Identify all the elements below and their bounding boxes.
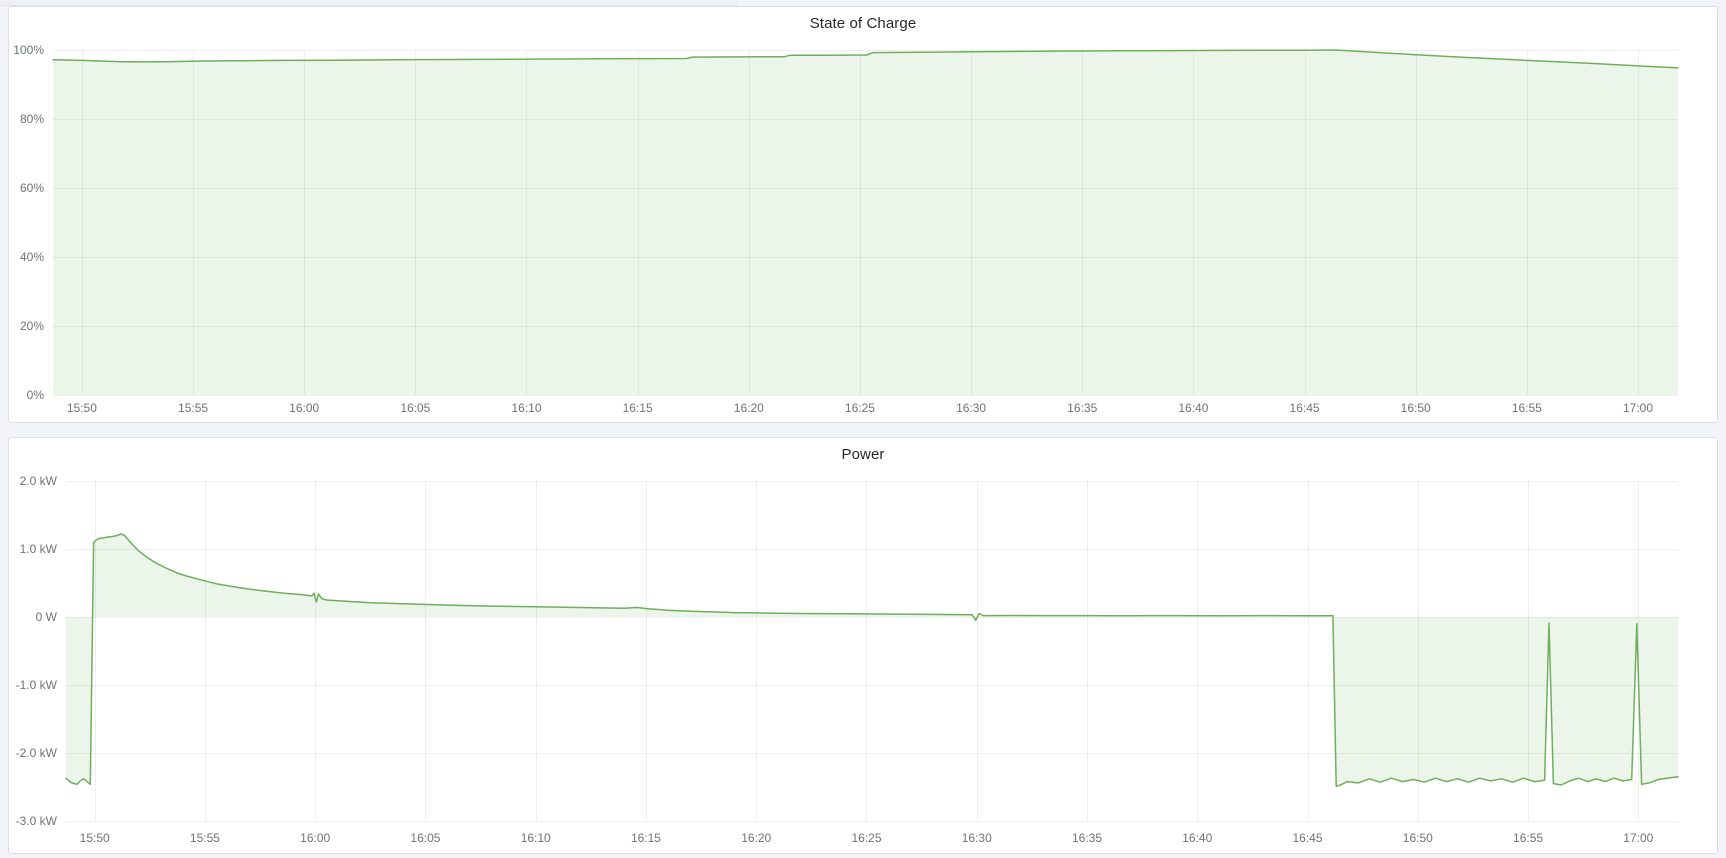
x-axis-tick-label: 16:15	[622, 401, 653, 415]
x-axis-tick-label: 16:00	[300, 831, 331, 845]
y-axis-tick-label: -3.0 kW	[15, 814, 57, 828]
x-axis-tick-label: 15:50	[79, 831, 110, 845]
x-axis-tick-label: 16:35	[1071, 831, 1103, 845]
y-axis-tick-label: 0 W	[35, 610, 57, 624]
x-axis-tick-label: 16:20	[741, 831, 772, 845]
x-axis-tick-label: 15:50	[66, 401, 97, 415]
x-axis-tick-label: 16:40	[1178, 401, 1209, 415]
x-axis-tick-label: 16:55	[1511, 401, 1542, 415]
y-axis-tick-label: 80%	[19, 112, 44, 126]
y-axis-tick-label: 1.0 kW	[19, 542, 57, 556]
x-axis-tick-label: 16:10	[511, 401, 542, 415]
x-axis-tick-label: 16:40	[1182, 831, 1213, 845]
y-axis-tick-label: -1.0 kW	[15, 678, 57, 692]
x-axis-tick-label: 17:00	[1622, 401, 1653, 415]
power-panel-title: Power	[841, 446, 885, 463]
power-chart[interactable]: 2.0 kW 1.0 kW 0 W -1.0 kW -2.0 kW -3.0 kW 15:5…	[9, 438, 1717, 853]
x-axis-tick-label: 17:00	[1623, 831, 1654, 845]
y-axis-tick-label: -2.0 kW	[15, 746, 57, 760]
x-axis-tick-label: 16:30	[956, 401, 987, 415]
x-axis-tick-label: 16:20	[733, 401, 764, 415]
chart-power-series-line	[65, 533, 1679, 788]
chart-power-area-fill	[66, 534, 1678, 787]
state-of-charge-panel-title: State of Charge	[809, 15, 917, 32]
x-axis-tick-label: 16:15	[630, 831, 661, 845]
state-of-charge-panel: State of Charge 100% 80% 60% 40% 20% 0% 15:50 1…	[8, 6, 1718, 423]
x-axis-tick-label: 16:05	[410, 831, 441, 845]
state-of-charge-chart[interactable]: 100% 80% 60% 40% 20% 0% 15:50 15:55 16:00 16:05 16…	[9, 7, 1717, 422]
chart-soc-area-fill	[53, 50, 1678, 395]
x-axis-tick-label: 16:00	[289, 401, 320, 415]
x-axis-tick-label: 15:55	[178, 401, 209, 415]
x-axis-tick-label: 16:45	[1289, 401, 1320, 415]
x-axis-tick-label: 15:55	[189, 831, 220, 845]
x-axis-tick-label: 16:10	[520, 831, 551, 845]
y-axis-tick-label: 100%	[13, 43, 44, 57]
x-axis-tick-label: 16:55	[1513, 831, 1544, 845]
x-axis-tick-label: 16:35	[1067, 401, 1098, 415]
x-axis-tick-label: 16:25	[851, 831, 882, 845]
x-axis-tick-label: 16:30	[961, 831, 992, 845]
x-axis-tick-label: 16:05	[400, 401, 431, 415]
x-axis-tick-label: 16:50	[1400, 401, 1431, 415]
chart-soc-series-line	[52, 49, 1679, 69]
panel-above-edge-artifact	[0, 0, 737, 6]
y-axis-tick-label: 40%	[19, 250, 44, 264]
power-panel: Power 2.0 kW 1.0 kW 0 W -1.0 kW -2.0 kW -3.0 …	[8, 437, 1718, 854]
y-axis-tick-label: 0%	[26, 388, 44, 402]
y-axis-tick-label: 20%	[19, 319, 44, 333]
x-axis-tick-label: 16:45	[1292, 831, 1323, 845]
y-axis-tick-label: 2.0 kW	[19, 474, 57, 488]
chart-soc-plot-area[interactable]	[9, 7, 1717, 422]
x-axis-tick-label: 16:50	[1402, 831, 1433, 845]
y-axis-tick-label: 60%	[19, 181, 44, 195]
x-axis-tick-label: 16:25	[844, 401, 875, 415]
chart-power-plot-area[interactable]	[9, 438, 1717, 853]
